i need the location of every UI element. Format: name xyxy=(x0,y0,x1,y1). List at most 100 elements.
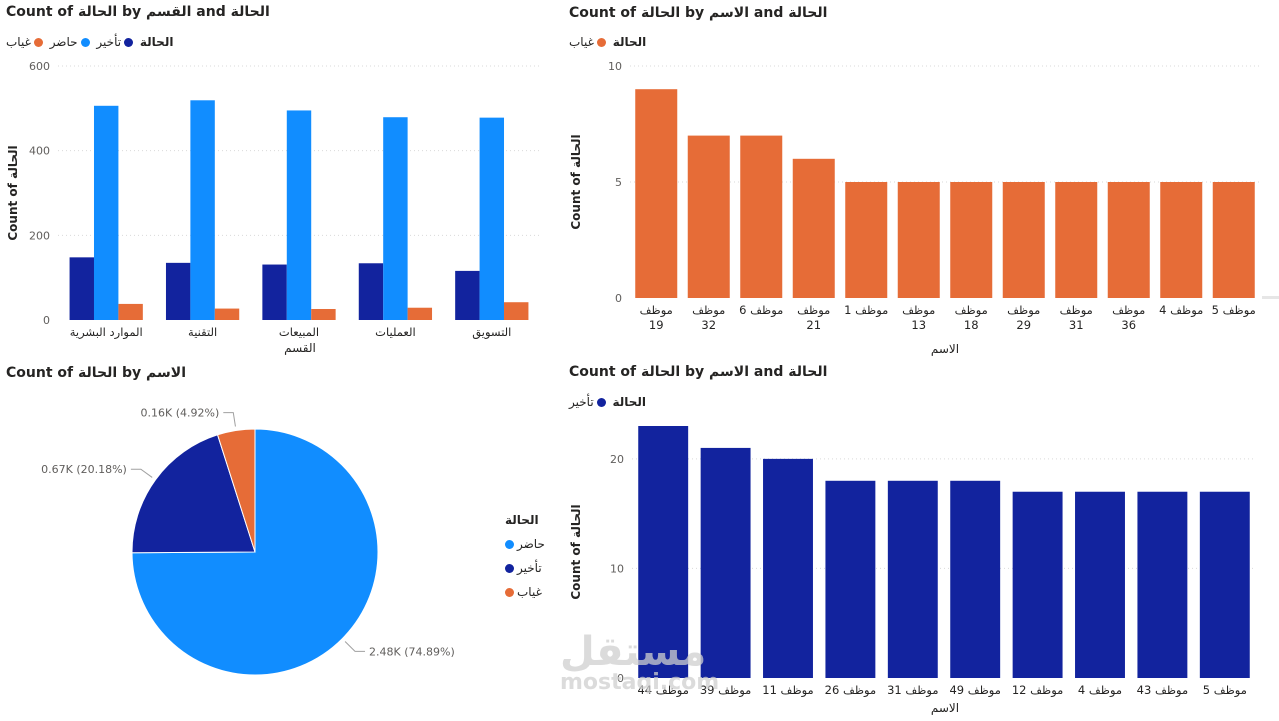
bar[interactable] xyxy=(455,270,480,320)
pie-chart-title: Count of الحالة by الاسم xyxy=(6,365,187,381)
bar[interactable] xyxy=(214,308,240,320)
bar[interactable] xyxy=(1075,491,1125,678)
bar[interactable] xyxy=(740,135,783,298)
bar[interactable] xyxy=(165,262,191,320)
x-tick-label: موظف 11 xyxy=(762,683,813,698)
bar[interactable] xyxy=(504,302,529,320)
x-tick-label: موظف 26 xyxy=(825,683,876,698)
legend-item-late[interactable]: تأخير xyxy=(505,556,545,580)
x-tick-label: 19 xyxy=(649,318,664,332)
x-tick-label: موظف xyxy=(640,303,673,318)
late-chart-svg: 0 10 20 Count of الحالة موظف 44 موظف 39 موظف 1… xyxy=(569,426,1256,715)
legend-item-absent[interactable]: غياب xyxy=(505,580,545,604)
bar[interactable] xyxy=(69,257,94,320)
pie-leader-line xyxy=(344,641,366,652)
bar[interactable] xyxy=(262,264,287,320)
x-tick-label: موظف 44 xyxy=(637,683,688,698)
y-tick-label: 10 xyxy=(608,60,622,73)
bar[interactable] xyxy=(887,480,938,678)
bar[interactable] xyxy=(118,303,143,320)
bar[interactable] xyxy=(407,307,433,320)
bar[interactable] xyxy=(286,110,312,320)
pie-data-label: 0.16K (4.92%) xyxy=(141,407,220,420)
pie-slice[interactable] xyxy=(216,428,256,553)
legend-title: الحالة xyxy=(612,395,647,409)
x-tick-label: 29 xyxy=(1016,318,1031,332)
watermark-arabic: مستقل xyxy=(560,629,707,675)
x-tick-label: موظف 6 xyxy=(739,303,783,318)
legend-label-late[interactable]: تأخير xyxy=(569,395,594,409)
bar[interactable] xyxy=(825,480,876,678)
x-tick-label: موظف 4 xyxy=(1078,683,1122,698)
y-axis-label: Count of الحالة xyxy=(569,504,583,599)
x-tick-label: 31 xyxy=(1069,318,1084,332)
x-tick-label: 36 xyxy=(1121,318,1136,332)
legend-label-absent: غياب xyxy=(517,585,542,599)
legend-item-present[interactable]: حاضر xyxy=(505,532,545,556)
bar[interactable] xyxy=(763,458,813,678)
x-tick-label: العمليات xyxy=(375,325,416,339)
bar[interactable] xyxy=(358,263,384,320)
legend-label-absent[interactable]: غياب xyxy=(569,35,594,49)
legend-label-absent[interactable]: غياب xyxy=(6,35,31,49)
x-tick-label: 21 xyxy=(806,318,821,332)
legend-dot-absent-icon xyxy=(596,38,606,47)
legend-dot-late-icon xyxy=(124,38,134,47)
bar[interactable] xyxy=(479,117,505,320)
bar[interactable] xyxy=(1012,491,1063,678)
x-tick-label: موظف 1 xyxy=(844,303,888,318)
bar[interactable] xyxy=(1199,491,1250,678)
legend-dot-absent-icon xyxy=(33,38,43,47)
pie-data-label: 0.67K (20.18%) xyxy=(41,463,127,476)
legend-label-present[interactable]: حاضر xyxy=(49,35,78,49)
x-tick-label: موظف 43 xyxy=(1137,683,1188,698)
bar[interactable] xyxy=(792,158,835,298)
pie-data-label: 2.48K (74.89%) xyxy=(369,645,455,658)
bar[interactable] xyxy=(383,117,408,320)
x-axis-label: الاسم xyxy=(931,342,959,356)
bar[interactable] xyxy=(950,480,1001,678)
x-tick-label: موظف xyxy=(797,303,830,318)
bar[interactable] xyxy=(950,182,993,298)
bar[interactable] xyxy=(635,89,678,298)
bar[interactable] xyxy=(311,308,336,320)
bar[interactable] xyxy=(190,100,215,320)
bar[interactable] xyxy=(1055,182,1098,298)
legend-dot-late-icon xyxy=(596,398,606,407)
legend-label-late[interactable]: تأخير xyxy=(96,35,122,49)
x-tick-label: موظف 39 xyxy=(700,683,751,698)
x-tick-label: موظف xyxy=(1007,303,1040,318)
legend-dot-present-icon xyxy=(505,540,514,549)
x-tick-label: التقنية xyxy=(188,325,217,339)
bar[interactable] xyxy=(845,182,888,298)
x-tick-label: المبيعات xyxy=(279,325,319,339)
bar[interactable] xyxy=(93,105,119,320)
bar[interactable] xyxy=(897,182,940,298)
y-tick-label: 5 xyxy=(615,176,622,189)
legend-dot-late-icon xyxy=(505,564,514,573)
bar[interactable] xyxy=(1160,182,1203,298)
dept-chart-legend: الحالة تأخير حاضر غياب xyxy=(6,35,173,49)
x-tick-label: 32 xyxy=(701,318,716,332)
bar[interactable] xyxy=(687,135,730,298)
bar[interactable] xyxy=(1107,182,1150,298)
bar[interactable] xyxy=(638,426,689,678)
legend-title: الحالة xyxy=(612,35,647,49)
pie-leader-line xyxy=(223,412,236,427)
bar[interactable] xyxy=(1212,182,1255,298)
bar[interactable] xyxy=(1002,182,1045,298)
x-tick-label: الموارد البشرية xyxy=(70,325,143,340)
watermark-latin: mostaqi.com xyxy=(560,670,720,695)
legend-dot-absent-icon xyxy=(505,588,514,597)
x-tick-label: موظف 5 xyxy=(1203,683,1247,698)
bar[interactable] xyxy=(700,447,751,678)
pie-slice[interactable] xyxy=(131,434,256,554)
x-tick-label: موظف 49 xyxy=(949,683,1000,698)
x-tick-label: موظف 4 xyxy=(1159,303,1203,318)
x-tick-label: موظف xyxy=(955,303,988,318)
y-tick-label: 600 xyxy=(29,60,50,73)
bar[interactable] xyxy=(1137,491,1188,678)
y-tick-label: 0 xyxy=(617,672,624,685)
late-chart-title: Count of الحالة by الاسم and الحالة xyxy=(569,364,828,380)
absent-chart-title: Count of الحالة by الاسم and الحالة xyxy=(569,5,828,21)
